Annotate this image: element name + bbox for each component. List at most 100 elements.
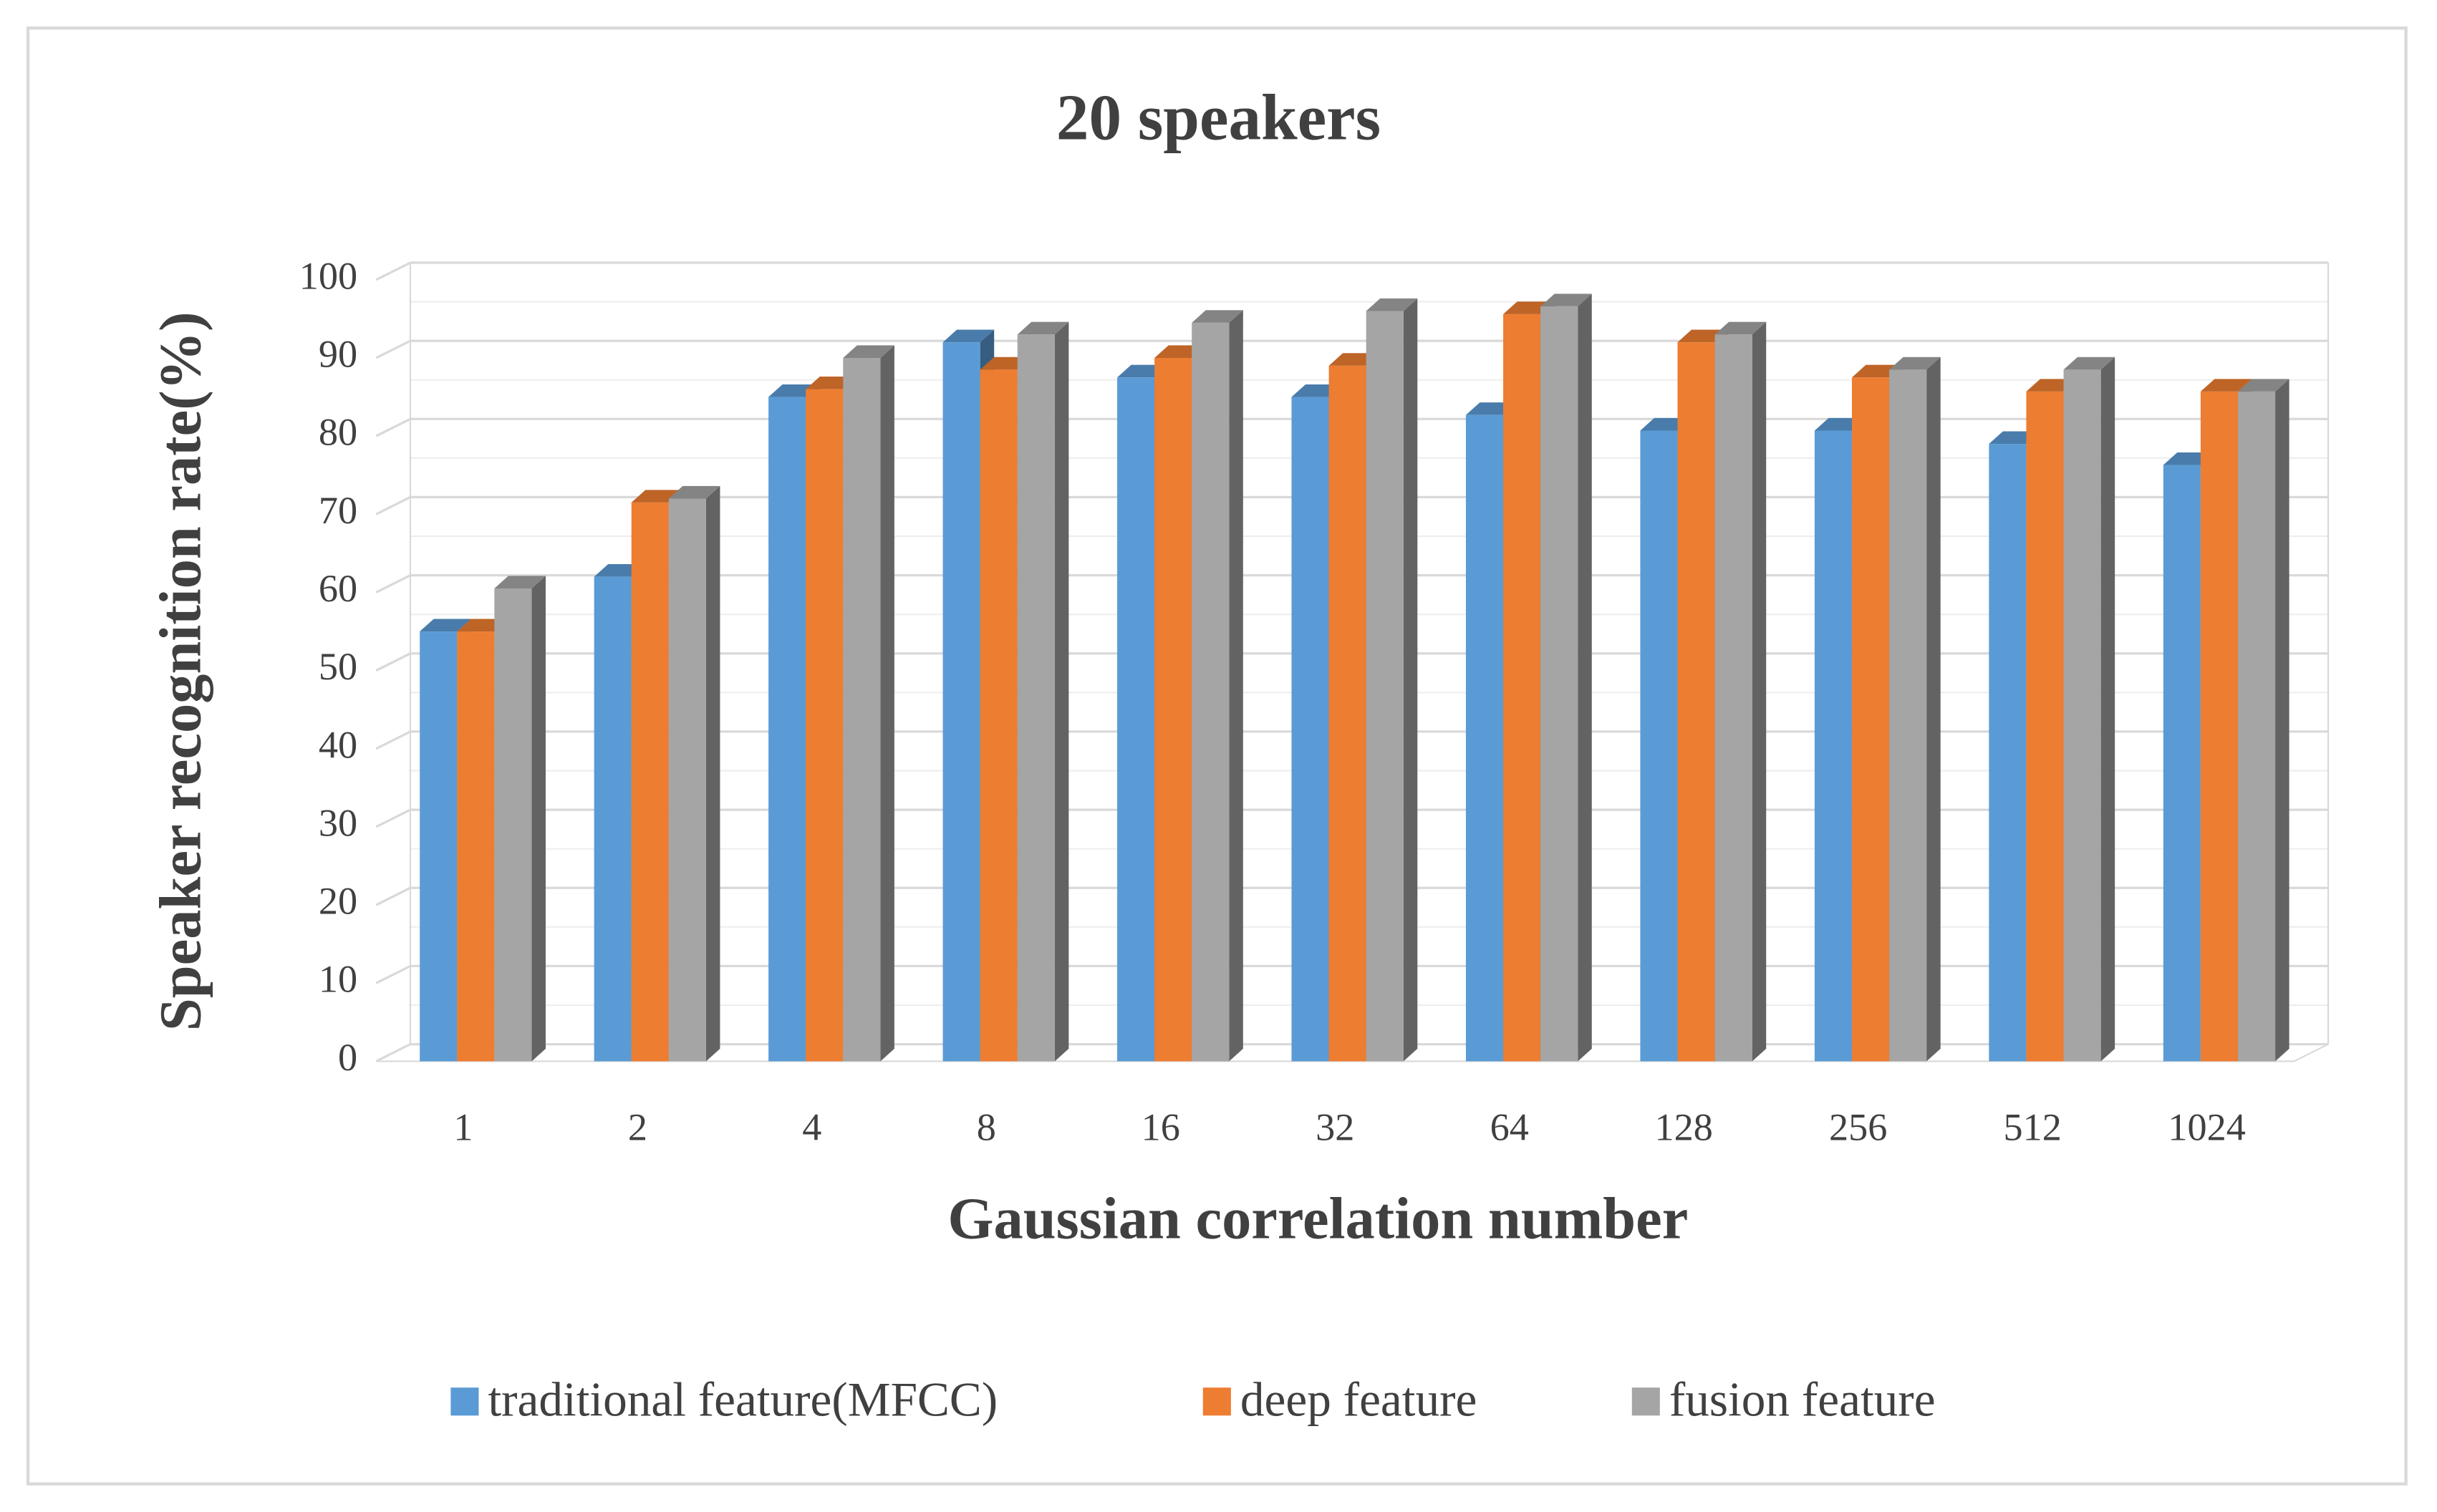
bar — [1814, 430, 1852, 1062]
legend-label: traditional feature(MFCC) — [488, 1373, 998, 1427]
bar-side — [1054, 321, 1069, 1062]
y-tick-label: 90 — [319, 332, 357, 375]
bar — [843, 357, 881, 1062]
bar-top — [843, 345, 894, 358]
bar — [942, 342, 980, 1062]
bar-top — [942, 329, 995, 343]
legend-label: deep feature — [1240, 1373, 1477, 1427]
x-tick-label: 1 — [453, 1106, 473, 1149]
bar-side — [1229, 310, 1243, 1062]
bar-side — [705, 485, 720, 1062]
x-tick-label: 2 — [628, 1106, 647, 1149]
bar-top — [2063, 357, 2115, 370]
grid-line-side — [375, 1043, 411, 1062]
bar — [1328, 365, 1366, 1062]
y-tick-label: 20 — [319, 880, 357, 923]
y-tick-label: 0 — [338, 1036, 357, 1079]
bar — [2063, 369, 2101, 1062]
bar — [1154, 357, 1192, 1062]
x-axis-title: Gaussian correlation number — [947, 1186, 1688, 1251]
y-tick-label: 30 — [319, 801, 357, 844]
x-tick-label: 512 — [2003, 1106, 2061, 1149]
bar-top — [420, 619, 471, 632]
bar — [2163, 465, 2201, 1062]
x-tick-label: 32 — [1316, 1106, 1354, 1149]
bar — [2200, 391, 2239, 1062]
bar-top — [2200, 379, 2252, 392]
bar — [2238, 391, 2276, 1062]
bar-top — [1540, 294, 1592, 306]
bar-side — [1752, 321, 1767, 1062]
grid-line-side — [375, 495, 411, 515]
x-tick-label: 16 — [1142, 1106, 1180, 1149]
bar — [1677, 342, 1715, 1062]
y-tick-label: 40 — [319, 723, 357, 766]
bar — [980, 369, 1018, 1062]
bar — [1366, 311, 1404, 1062]
bar-top — [1017, 321, 1069, 335]
grid-line-side — [375, 808, 411, 828]
bar-top — [2238, 379, 2289, 392]
bar-top — [668, 485, 720, 499]
grid-line-side — [375, 261, 411, 281]
bar-top — [1714, 321, 1767, 335]
grid-line-side — [375, 339, 411, 359]
bar — [1989, 444, 2027, 1062]
bar — [1889, 369, 1927, 1062]
bar — [1851, 377, 1890, 1062]
bar — [768, 397, 806, 1062]
grid-line-side — [375, 574, 411, 593]
x-tick-label: 8 — [977, 1106, 996, 1149]
y-tick-label: 70 — [319, 489, 357, 532]
bar — [1117, 377, 1155, 1062]
bar-top — [1192, 310, 1243, 323]
bar — [1540, 306, 1578, 1062]
x-tick-label: 4 — [802, 1106, 821, 1149]
bar-side — [2275, 379, 2289, 1062]
grid-line-side — [375, 964, 411, 984]
bar-side — [2100, 357, 2115, 1062]
bar-side — [1403, 298, 1418, 1062]
y-tick-label: 100 — [299, 254, 357, 297]
bar-side — [1578, 294, 1592, 1062]
x-tick-label: 128 — [1655, 1106, 1713, 1149]
bar — [594, 576, 632, 1062]
bar-top — [1889, 357, 1941, 370]
bar — [457, 631, 495, 1062]
bar-side — [531, 576, 546, 1062]
bar — [420, 631, 458, 1062]
y-axis-title: Speaker recognition rate(%) — [148, 311, 213, 1031]
bar — [1503, 314, 1541, 1062]
bar — [1714, 334, 1752, 1062]
grid-line-side — [375, 886, 411, 906]
x-tick-label: 64 — [1490, 1106, 1529, 1149]
legend-label: fusion feature — [1669, 1373, 1936, 1427]
y-tick-label: 60 — [319, 567, 357, 610]
bar — [1291, 397, 1329, 1062]
bar — [494, 588, 532, 1062]
bar-top — [494, 576, 546, 589]
legend-swatch — [1631, 1387, 1660, 1416]
grid-line-side — [375, 652, 411, 672]
bar — [631, 502, 669, 1062]
bar-top — [1366, 298, 1418, 311]
bar — [1640, 430, 1678, 1062]
bar — [1192, 322, 1230, 1062]
grid-line-side — [375, 730, 411, 750]
bar — [806, 389, 844, 1062]
chart-title: 20 speakers — [1056, 82, 1381, 154]
bar-side — [880, 345, 894, 1062]
bar-side — [1926, 357, 1941, 1062]
x-tick-label: 1024 — [2168, 1106, 2246, 1149]
bar — [668, 498, 706, 1062]
legend-swatch — [450, 1387, 479, 1416]
bar — [2026, 391, 2064, 1062]
grid-line-side — [375, 417, 411, 437]
y-tick-label: 80 — [319, 411, 357, 454]
x-tick-label: 256 — [1829, 1106, 1887, 1149]
bar — [1017, 334, 1055, 1062]
y-tick-label: 10 — [319, 958, 357, 1001]
y-tick-label: 50 — [319, 645, 357, 688]
bar — [1465, 415, 1504, 1062]
